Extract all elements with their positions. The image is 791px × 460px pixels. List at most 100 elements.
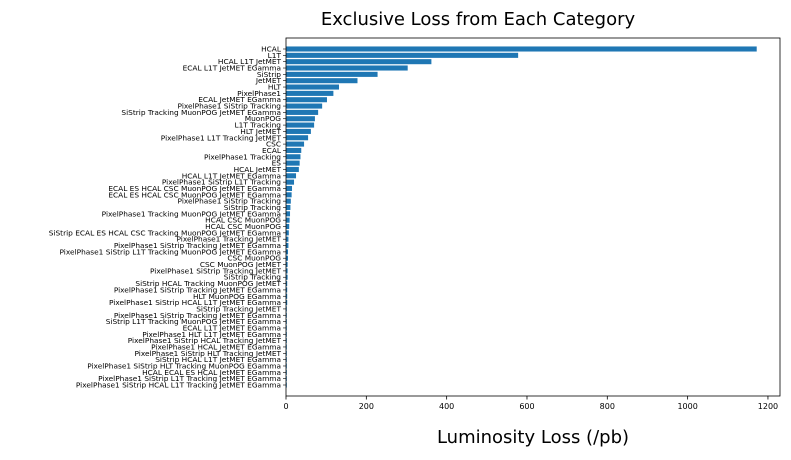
y-tick-label: SiStrip bbox=[257, 70, 281, 79]
y-tick-label: HCAL ECAL ES HCAL JetMET EGamma bbox=[142, 368, 281, 377]
y-tick-label: PixelPhase1 SiStrip Tracking JetMET bbox=[150, 266, 281, 275]
bar bbox=[286, 154, 301, 160]
bar bbox=[286, 249, 289, 255]
y-tick-label: PixelPhase1 SiStrip HCAL L1T JetMET EGam… bbox=[109, 298, 281, 307]
bar bbox=[286, 78, 358, 84]
y-tick-label: HLT bbox=[268, 83, 282, 92]
y-tick-label: PixelPhase1 SiStrip Tracking JetMET EGam… bbox=[114, 311, 281, 320]
y-tick-label: PixelPhase1 HCAL JetMET EGamma bbox=[151, 342, 281, 351]
bar bbox=[286, 90, 334, 96]
x-tick-label: 600 bbox=[519, 402, 534, 411]
y-tick-label: PixelPhase1 SiStrip HLT Tracking MuonPOG… bbox=[87, 361, 281, 370]
bar bbox=[286, 274, 288, 280]
y-tick-label: ES bbox=[272, 159, 282, 168]
y-tick-label: ECAL bbox=[262, 146, 282, 155]
x-tick-label: 800 bbox=[600, 402, 615, 411]
y-tick-label: SiStrip HCAL L1T JetMET EGamma bbox=[155, 355, 281, 364]
y-tick-label: SiStrip Tracking MuonPOG JetMET EGamma bbox=[121, 108, 281, 117]
bar bbox=[286, 217, 290, 223]
bar bbox=[286, 204, 291, 211]
y-tick-label: SiStrip HCAL Tracking MuonPOG JetMET bbox=[135, 279, 281, 288]
y-tick-label: L1T bbox=[268, 51, 282, 60]
y-tick-label: PixelPhase1 SiStrip L1T Tracking JetMET … bbox=[98, 374, 281, 383]
y-tick-label: L1T Tracking bbox=[235, 121, 282, 130]
y-tick-label: HLT MuonPOG EGamma bbox=[193, 292, 281, 301]
bar bbox=[286, 52, 519, 58]
y-tick-label: ECAL ES HCAL CSC MuonPOG JetMET EGamma bbox=[108, 184, 281, 193]
bar bbox=[286, 230, 289, 236]
y-tick-label: HCAL CSC MuonPOG bbox=[205, 216, 281, 225]
y-tick-label: PixelPhase1 SiStrip Tracking bbox=[178, 197, 282, 206]
y-tick-label: PixelPhase1 SiStrip L1T Tracking bbox=[162, 178, 281, 187]
bars-group bbox=[286, 46, 757, 388]
y-tick-label: CSC MuonPOG JetMET bbox=[200, 260, 282, 269]
bar bbox=[286, 300, 288, 306]
chart-title: Exclusive Loss from Each Category bbox=[321, 9, 636, 30]
y-tick-label: PixelPhase1 Tracking JetMET bbox=[176, 235, 281, 244]
y-tick-label: CSC bbox=[266, 140, 281, 149]
y-tick-label: MuonPOG bbox=[245, 114, 282, 123]
bar bbox=[286, 141, 305, 147]
bar bbox=[286, 173, 297, 179]
bar bbox=[286, 192, 292, 198]
y-tick-label: HCAL L1T JetMET EGamma bbox=[182, 171, 281, 180]
y-tick-label: HCAL L1T JetMET bbox=[218, 57, 282, 66]
bar bbox=[286, 103, 323, 109]
y-tick-label: PixelPhase1 SiStrip Tracking JetMET EGam… bbox=[114, 285, 281, 294]
plot-frame bbox=[285, 37, 781, 397]
bar bbox=[286, 122, 315, 128]
y-tick-label: SiStrip Tracking bbox=[224, 203, 282, 212]
y-tick-label: HLT JetMET bbox=[240, 127, 281, 136]
y-tick-label: PixelPhase1 Tracking bbox=[204, 152, 281, 161]
bar bbox=[286, 59, 432, 65]
bar bbox=[286, 287, 288, 293]
y-tick-label: CSC MuonPOG bbox=[227, 254, 281, 263]
x-axis-label: Luminosity Loss (/pb) bbox=[437, 427, 629, 448]
x-axis-ticks: 0 200 400 600 800 1000 1200 bbox=[283, 396, 778, 411]
y-tick-label: PixelPhase1 Tracking MuonPOG JetMET EGam… bbox=[102, 209, 281, 218]
bar bbox=[286, 211, 291, 217]
y-tick-label: PixelPhase1 SiStrip L1T Tracking MuonPOG… bbox=[60, 247, 281, 256]
bar bbox=[286, 71, 378, 77]
x-tick-label: 1000 bbox=[677, 402, 697, 411]
bar bbox=[286, 242, 289, 249]
bar bbox=[286, 166, 299, 172]
y-tick-label: HCAL bbox=[261, 45, 282, 54]
x-tick-label: 200 bbox=[359, 402, 374, 411]
bar bbox=[286, 128, 311, 134]
y-tick-label: SiStrip L1T Tracking MuonPOG JetMET EGam… bbox=[106, 317, 281, 326]
y-tick-label: PixelPhase1 bbox=[237, 89, 281, 98]
bar bbox=[286, 268, 288, 274]
bar bbox=[286, 46, 757, 52]
y-tick-label: SiStrip Tracking bbox=[224, 273, 282, 282]
bar bbox=[286, 255, 289, 261]
y-tick-label: SiStrip ECAL ES HCAL CSC Tracking MuonPO… bbox=[49, 228, 281, 237]
bar bbox=[286, 109, 319, 115]
bar bbox=[286, 185, 293, 192]
y-tick-label: ECAL JetMET EGamma bbox=[198, 95, 281, 104]
bar bbox=[286, 160, 300, 166]
bar bbox=[286, 116, 315, 122]
y-tick-label: ECAL L1T JetMET EGamma bbox=[183, 64, 281, 73]
y-tick-label: PixelPhase1 SiStrip Tracking JetMET EGam… bbox=[114, 241, 281, 250]
bar bbox=[286, 97, 327, 103]
y-tick-label: PixelPhase1 SiStrip HCAL L1T Tracking Je… bbox=[76, 381, 281, 390]
y-tick-label: HCAL CSC MuonPOG bbox=[205, 222, 281, 231]
y-tick-label: HCAL JetMET bbox=[234, 165, 282, 174]
bar bbox=[286, 223, 290, 230]
y-tick-label: PixelPhase1 SiStrip HCAL Tracking JetMET bbox=[128, 336, 282, 345]
y-tick-label: SiStrip Tracking JetMET bbox=[196, 304, 281, 313]
y-tick-label: PixelPhase1 SiStrip HLT Tracking JetMET bbox=[135, 349, 282, 358]
bar bbox=[286, 281, 288, 287]
bar bbox=[286, 84, 340, 90]
bar bbox=[286, 262, 288, 268]
bar bbox=[286, 65, 408, 71]
x-tick-label: 1200 bbox=[758, 402, 778, 411]
y-tick-label: PixelPhase1 SiStrip Tracking bbox=[178, 102, 282, 111]
bar bbox=[286, 293, 288, 299]
bar bbox=[286, 147, 302, 153]
